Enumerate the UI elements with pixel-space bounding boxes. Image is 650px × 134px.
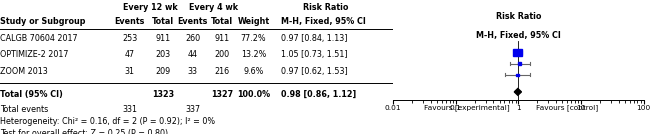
Text: 47: 47	[125, 50, 135, 59]
Text: 331: 331	[122, 105, 137, 114]
FancyBboxPatch shape	[514, 49, 521, 56]
Text: Risk Ratio: Risk Ratio	[303, 3, 348, 12]
Text: Total (95% CI): Total (95% CI)	[0, 90, 63, 99]
Text: Heterogeneity: Chi² = 0.16, df = 2 (P = 0.92); I² = 0%: Heterogeneity: Chi² = 0.16, df = 2 (P = …	[0, 117, 215, 126]
Text: 31: 31	[125, 66, 135, 76]
Text: 203: 203	[155, 50, 171, 59]
Text: CALGB 70604 2017: CALGB 70604 2017	[0, 34, 77, 43]
Text: 200: 200	[214, 50, 229, 59]
Text: Weight: Weight	[238, 17, 270, 26]
Text: Favours [control]: Favours [control]	[536, 105, 598, 111]
FancyBboxPatch shape	[518, 62, 521, 65]
Text: Favours [experimental]: Favours [experimental]	[424, 105, 510, 111]
FancyBboxPatch shape	[516, 74, 519, 76]
Text: OPTIMIZE-2 2017: OPTIMIZE-2 2017	[0, 50, 68, 59]
Text: Total events: Total events	[0, 105, 48, 114]
Text: Total: Total	[211, 17, 233, 26]
Text: M-H, Fixed, 95% CI: M-H, Fixed, 95% CI	[476, 31, 561, 40]
Text: 216: 216	[214, 66, 229, 76]
Text: 0.97 [0.84, 1.13]: 0.97 [0.84, 1.13]	[281, 34, 348, 43]
Text: 0.97 [0.62, 1.53]: 0.97 [0.62, 1.53]	[281, 66, 348, 76]
Text: Total: Total	[152, 17, 174, 26]
Text: 253: 253	[122, 34, 137, 43]
Text: 337: 337	[185, 105, 200, 114]
Text: 44: 44	[188, 50, 198, 59]
Text: Every 4 wk: Every 4 wk	[188, 3, 238, 12]
Text: 1323: 1323	[152, 90, 174, 99]
Text: 9.6%: 9.6%	[244, 66, 264, 76]
Text: 209: 209	[155, 66, 171, 76]
Polygon shape	[514, 88, 521, 95]
Text: 100.0%: 100.0%	[237, 90, 270, 99]
Text: 13.2%: 13.2%	[241, 50, 266, 59]
Text: 33: 33	[188, 66, 198, 76]
Text: Events: Events	[177, 17, 208, 26]
Text: ZOOM 2013: ZOOM 2013	[0, 66, 47, 76]
Text: Events: Events	[114, 17, 145, 26]
Text: Risk Ratio: Risk Ratio	[496, 12, 541, 21]
Text: 1327: 1327	[211, 90, 233, 99]
Text: 260: 260	[185, 34, 200, 43]
Text: 1.05 [0.73, 1.51]: 1.05 [0.73, 1.51]	[281, 50, 348, 59]
Text: 77.2%: 77.2%	[241, 34, 266, 43]
Text: Test for overall effect: Z = 0.25 (P = 0.80): Test for overall effect: Z = 0.25 (P = 0…	[0, 129, 168, 134]
Text: 911: 911	[214, 34, 229, 43]
Text: 911: 911	[155, 34, 171, 43]
Text: Every 12 wk: Every 12 wk	[123, 3, 178, 12]
Text: Study or Subgroup: Study or Subgroup	[0, 17, 86, 26]
Text: 0.98 [0.86, 1.12]: 0.98 [0.86, 1.12]	[281, 90, 356, 99]
Text: M-H, Fixed, 95% CI: M-H, Fixed, 95% CI	[281, 17, 366, 26]
